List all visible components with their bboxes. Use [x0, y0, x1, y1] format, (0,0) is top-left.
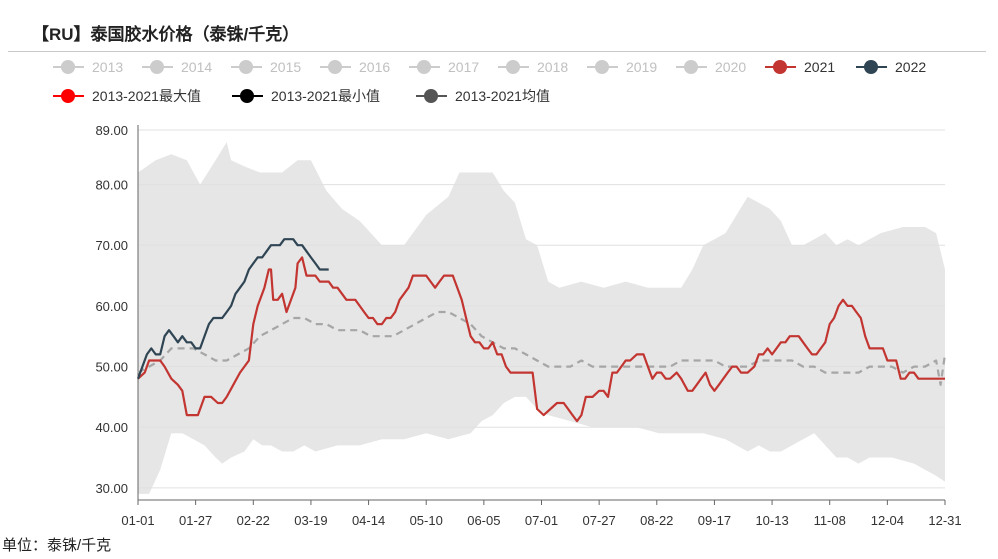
y-tick-label-5: 80.00 — [95, 178, 128, 193]
x-tick-label-3: 03-19 — [294, 513, 327, 528]
legend-dot-stat-1 — [240, 89, 254, 103]
y-tick-label-0: 30.00 — [95, 481, 128, 496]
legend-label-stat-0: 2013-2021最大值 — [92, 88, 201, 104]
x-tick-label-8: 07-27 — [583, 513, 616, 528]
legend-dot-2013 — [61, 60, 75, 74]
max-min-band — [138, 142, 945, 494]
x-tick-label-10: 09-17 — [698, 513, 731, 528]
series-2022-line — [136, 238, 329, 380]
legend-label-2018: 2018 — [537, 59, 568, 75]
legend-label-2017: 2017 — [448, 59, 479, 75]
unit-label: 单位：泰铢/千克 — [2, 537, 112, 554]
legend-dot-2018 — [506, 60, 520, 74]
x-tick-label-0: 01-01 — [121, 513, 154, 528]
legend-label-2015: 2015 — [270, 59, 301, 75]
x-tick-label-13: 12-04 — [871, 513, 904, 528]
legend-dot-2015 — [239, 60, 253, 74]
legend-label-2019: 2019 — [626, 59, 657, 75]
x-tick-label-11: 10-13 — [755, 513, 788, 528]
series-2021-line — [137, 256, 945, 423]
legend-dot-stat-2 — [424, 89, 438, 103]
x-tick-label-12: 11-08 — [814, 513, 846, 528]
legend-label-2016: 2016 — [359, 59, 390, 75]
legend-label-stat-1: 2013-2021最小值 — [271, 88, 380, 104]
legend-label-stat-2: 2013-2021均值 — [455, 88, 550, 104]
y-tick-label-6: 89.00 — [95, 123, 128, 138]
x-tick-label-1: 01-27 — [179, 513, 212, 528]
x-tick-label-5: 05-10 — [410, 513, 443, 528]
legend-dot-2020 — [684, 60, 698, 74]
x-tick-label-6: 06-05 — [467, 513, 500, 528]
x-tick-label-2: 02-22 — [237, 513, 270, 528]
legend-dot-2017 — [417, 60, 431, 74]
legend: 2013 2014 2015 2016 2017 2018 2019 2020 2021 2022… — [53, 59, 926, 104]
y-tick-label-3: 60.00 — [95, 299, 128, 314]
legend-label-2022: 2022 — [895, 59, 926, 75]
legend-label-2021: 2021 — [804, 59, 835, 75]
legend-dot-2016 — [328, 60, 342, 74]
title-divider — [8, 51, 986, 52]
y-tick-label-4: 70.00 — [95, 238, 128, 253]
legend-label-2013: 2013 — [92, 59, 123, 75]
legend-dot-2022 — [864, 60, 878, 74]
legend-dot-2014 — [150, 60, 164, 74]
legend-label-2020: 2020 — [715, 59, 746, 75]
x-tick-label-4: 04-14 — [352, 513, 385, 528]
chart-title: 【RU】泰国胶水价格（泰铢/千克） — [32, 25, 300, 44]
legend-dot-2019 — [595, 60, 609, 74]
y-tick-label-1: 40.00 — [95, 420, 128, 435]
x-tick-label-7: 07-01 — [525, 513, 558, 528]
legend-label-2014: 2014 — [181, 59, 212, 75]
y-tick-label-2: 50.00 — [95, 360, 128, 375]
legend-dot-2021 — [773, 60, 787, 74]
legend-dot-stat-0 — [61, 89, 75, 103]
x-tick-label-9: 08-22 — [640, 513, 673, 528]
series-average-line — [137, 310, 947, 386]
line-chart: 30.00 40.00 50.00 60.00 70.00 80.00 89.00 01-01… — [95, 123, 961, 528]
x-tick-label-14: 12-31 — [928, 513, 961, 528]
